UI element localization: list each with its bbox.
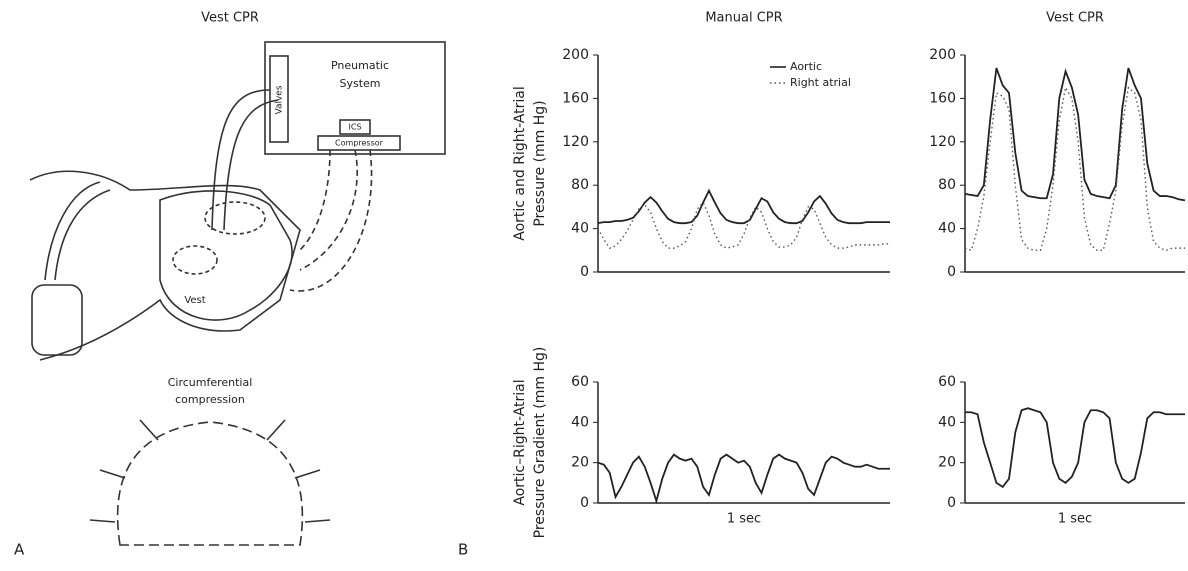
illustration-title: Vest CPR [201,11,259,26]
chart-title: Manual CPR [705,11,782,26]
cross-section [116,421,304,546]
y-tick-label: 60 [571,374,589,390]
y-axis-label: Pressure Gradient (mm Hg) [532,347,548,539]
y-tick-label: 20 [938,455,956,471]
series-line [597,188,890,225]
valves-label: Valves [275,85,285,114]
y-tick-label: 80 [938,177,956,193]
y-tick-label: 60 [938,374,956,390]
y-tick-label: 120 [929,134,956,150]
y-axis-label: Aortic–Right-Atrial [512,379,528,505]
vest-label: Vest [184,295,205,306]
pneumatic-label: Pneumatic [331,59,389,72]
y-tick-label: 200 [562,47,589,63]
arrows [89,419,331,523]
series-line [964,85,1185,252]
y-tick-label: 40 [571,221,589,237]
y-tick-label: 0 [580,495,589,511]
y-axis-label: Pressure (mm Hg) [532,100,548,226]
y-tick-label: 20 [571,455,589,471]
vest [159,190,293,321]
y-tick-label: 0 [947,495,956,511]
vest-bladder [204,201,266,235]
annotation: 1 sec [1058,512,1092,527]
y-tick-label: 160 [929,90,956,106]
y-tick-label: 80 [571,177,589,193]
patient [29,170,301,361]
y-tick-label: 40 [938,221,956,237]
y-axis-label: Aortic and Right-Atrial [512,86,528,241]
y-tick-label: 120 [562,134,589,150]
series-line [597,201,890,249]
airway-tube [44,181,111,281]
legend-label: Right atrial [790,76,851,89]
bag [31,284,83,356]
pneumatic-label: System [339,77,380,90]
valves-box [269,55,289,143]
panel-label: B [458,541,468,559]
annotation: 1 sec [727,512,761,527]
caption: compression [175,393,245,406]
hoses [289,149,373,292]
caption: Circumferential [168,376,253,389]
servo-box [339,119,371,135]
tube [211,89,279,231]
y-tick-label: 160 [562,90,589,106]
chart-title: Vest CPR [1046,11,1104,26]
y-tick-label: 0 [947,264,956,280]
data-line [965,407,1185,489]
legend-label: Aortic [790,60,822,73]
data-line [597,453,890,505]
panel-label: A [14,541,25,559]
y-tick-label: 0 [580,264,589,280]
y-tick-label: 40 [571,414,589,430]
compressor-label: Compressor [335,139,384,148]
series-line [964,67,1186,202]
vest-bladder [172,245,218,275]
compressor-box [317,135,401,151]
servo-label: ICS [348,123,361,132]
y-tick-label: 200 [929,47,956,63]
y-tick-label: 40 [938,414,956,430]
illustration: Vest CPR Valves Pneumatic System ICS Com… [14,11,468,559]
